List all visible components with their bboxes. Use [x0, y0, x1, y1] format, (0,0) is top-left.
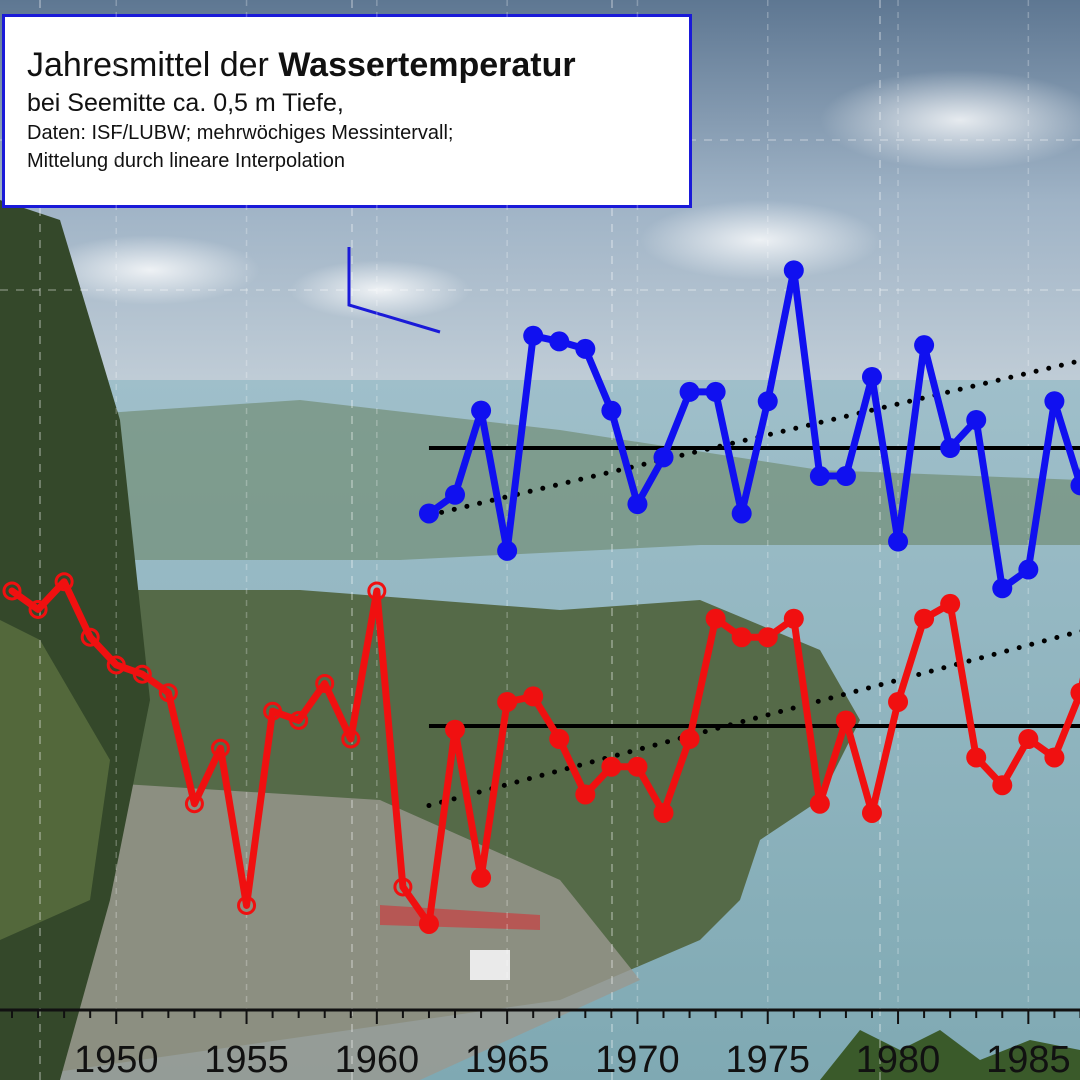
blue-point-1971: [653, 447, 674, 468]
chart-title-box: Jahresmittel der Wassertemperatur bei Se…: [2, 14, 692, 208]
x-tick-label-1965: 1965: [465, 1039, 550, 1080]
blue-point-1987: [1070, 475, 1080, 496]
blue-trend-line: [426, 358, 1080, 518]
x-tick-label-1960: 1960: [335, 1039, 420, 1080]
x-tick-label-1980: 1980: [856, 1039, 941, 1080]
x-tick-label-1970: 1970: [595, 1039, 680, 1080]
red-point-1952: [158, 683, 178, 703]
red-point-1982: [940, 593, 961, 614]
red-point-1955: [237, 895, 257, 915]
red-point-1986: [1044, 747, 1065, 768]
blue-point-1966: [523, 325, 544, 346]
blue-point-1982: [940, 438, 961, 458]
red-point-1958: [315, 673, 335, 693]
blue-point-1975: [757, 391, 778, 412]
red-point-1949: [80, 627, 100, 647]
red-point-1980: [888, 691, 909, 712]
red-point-1976: [783, 608, 804, 629]
method-note: Mittelung durch lineare Interpolation: [27, 150, 345, 172]
blue-point-1980: [888, 531, 909, 552]
red-point-1968: [575, 784, 596, 805]
red-point-1963: [445, 719, 466, 740]
red-point-1985: [1018, 728, 1039, 749]
blue-point-1976: [783, 260, 804, 281]
red-point-1984: [992, 775, 1013, 796]
blue-point-1978: [835, 466, 856, 487]
blue-point-1972: [679, 381, 700, 402]
red-point-1971: [653, 802, 674, 823]
blue-series-line: [425, 266, 1080, 592]
blue-point-1964: [471, 400, 492, 421]
blue-point-1984: [992, 578, 1013, 599]
red-point-1962: [418, 913, 439, 934]
red-point-1977: [809, 793, 830, 814]
red-point-1960: [367, 581, 387, 601]
red-point-1983: [966, 747, 987, 768]
title-bold-part: Wassertemperatur: [278, 46, 576, 84]
red-point-1978: [835, 710, 856, 731]
blue-point-1969: [601, 400, 622, 421]
blue-point-1974: [731, 503, 752, 524]
red-point-1946: [2, 581, 22, 601]
red-point-1964: [471, 867, 492, 888]
red-point-1961: [393, 877, 413, 897]
blue-point-1967: [549, 331, 570, 352]
red-point-1951: [132, 664, 152, 684]
x-tick-label-1950: 1950: [74, 1039, 159, 1080]
blue-point-1977: [809, 466, 830, 487]
title-normal-part: Jahresmittel der: [27, 46, 279, 84]
red-point-1981: [914, 608, 935, 629]
red-point-1973: [705, 608, 726, 629]
x-tick-label-1985: 1985: [986, 1039, 1071, 1080]
red-point-1966: [523, 686, 544, 707]
red-trend-line: [426, 628, 1080, 809]
x-tick-label-1975: 1975: [725, 1039, 810, 1080]
red-point-1954: [210, 738, 230, 758]
blue-point-1985: [1018, 559, 1039, 580]
red-point-1953: [184, 794, 204, 814]
red-point-1987: [1070, 682, 1080, 703]
red-point-1956: [263, 701, 283, 721]
red-point-1975: [757, 627, 778, 648]
chart-subtitle: bei Seemitte ca. 0,5 m Tiefe,: [27, 89, 344, 117]
red-point-1957: [289, 710, 309, 730]
blue-point-1983: [966, 409, 987, 430]
chart-title: Jahresmittel der Wassertemperatur: [27, 45, 669, 85]
data-source-note: Daten: ISF/LUBW; mehrwöchiges Messinterv…: [27, 122, 454, 144]
red-point-1969: [601, 756, 622, 777]
blue-point-1979: [861, 366, 882, 387]
blue-point-1968: [575, 338, 596, 359]
red-point-1979: [861, 802, 882, 823]
blue-point-1981: [914, 335, 935, 356]
blue-point-1970: [627, 494, 648, 515]
red-point-1970: [627, 756, 648, 777]
blue-point-1963: [445, 484, 466, 505]
blue-point-1973: [705, 381, 726, 402]
red-point-1972: [679, 728, 700, 749]
red-point-1959: [341, 729, 361, 749]
red-point-1950: [106, 655, 126, 675]
blue-point-1962: [418, 503, 439, 524]
red-point-1948: [54, 572, 74, 592]
callout-pointer: [347, 247, 441, 334]
red-point-1947: [28, 599, 48, 619]
red-point-1967: [549, 728, 570, 749]
blue-point-1965: [497, 540, 518, 561]
blue-point-1986: [1044, 391, 1065, 412]
x-tick-label-1955: 1955: [204, 1039, 289, 1080]
red-point-1965: [497, 691, 518, 712]
red-point-1974: [731, 627, 752, 648]
